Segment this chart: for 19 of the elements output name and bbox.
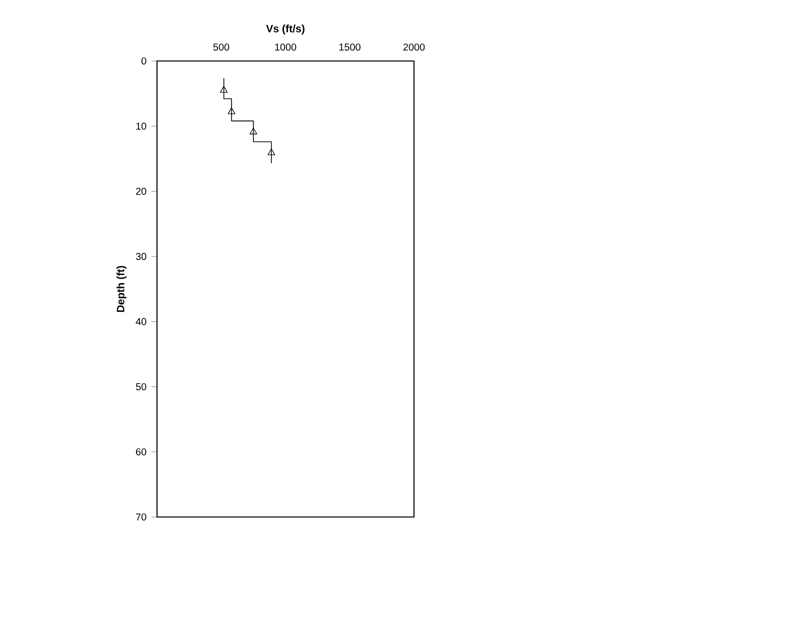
- y-axis-title: Depth (ft): [116, 266, 126, 312]
- x-tick-label: 500: [213, 44, 230, 51]
- x-tick-label: 2000: [403, 44, 425, 51]
- point: [250, 128, 258, 134]
- x-tick-label: 1000: [275, 44, 296, 51]
- line-series: [223, 78, 272, 164]
- y-tick-label: 60: [136, 448, 146, 456]
- y-tick-label: 10: [136, 122, 146, 130]
- point: [268, 148, 276, 156]
- y-tick-label: 30: [136, 252, 146, 260]
- y-tick-label: 50: [136, 383, 146, 390]
- y-tick-label: 0: [141, 57, 146, 65]
- y-tick-label: 20: [136, 188, 146, 195]
- point: [228, 107, 236, 114]
- point: [220, 86, 228, 93]
- y-tick-label: 70: [136, 513, 146, 521]
- x-axis-title: Vs (ft/s): [266, 24, 304, 34]
- y-tick-label: 40: [136, 318, 146, 326]
- x-tick-label: 1500: [339, 44, 360, 51]
